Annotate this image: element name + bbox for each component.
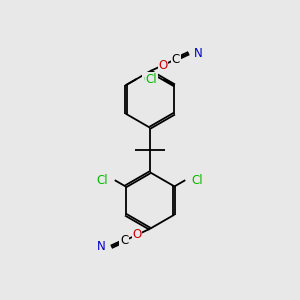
- Text: O: O: [132, 228, 142, 241]
- Text: Cl: Cl: [146, 73, 157, 85]
- Text: Cl: Cl: [97, 174, 108, 187]
- Text: N: N: [97, 240, 106, 254]
- Text: N: N: [194, 46, 203, 60]
- Text: C: C: [120, 234, 128, 247]
- Text: C: C: [172, 53, 180, 66]
- Text: O: O: [158, 59, 168, 72]
- Text: Cl: Cl: [192, 174, 203, 187]
- Text: Cl: Cl: [143, 73, 154, 85]
